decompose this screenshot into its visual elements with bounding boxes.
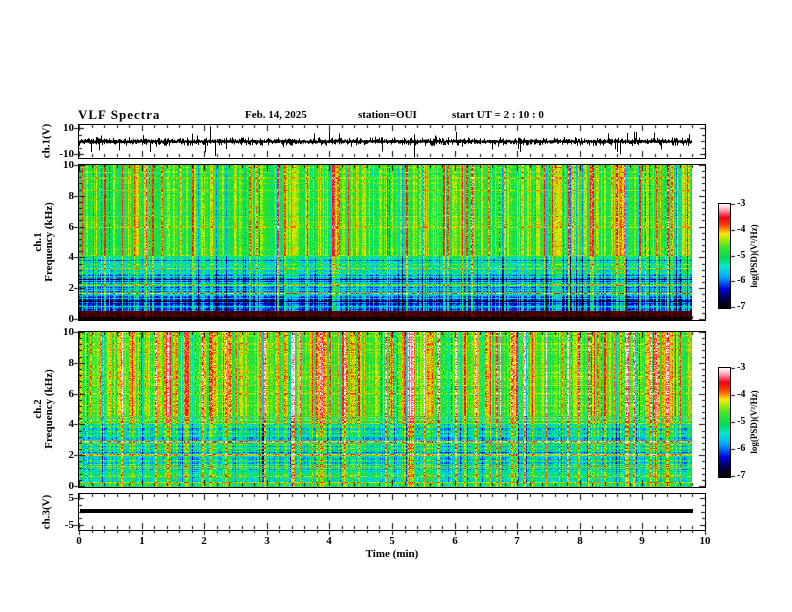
ch1-freq-tick-label: 8 <box>68 190 75 202</box>
ch1-freq-tick-label: 6 <box>68 221 75 233</box>
ch3-volt-tick-label: -5 <box>64 519 74 531</box>
ch1-freq-tick-label: 2 <box>68 282 75 294</box>
x-tick-label: 5 <box>389 535 395 547</box>
ch2-colorbar-tick-label: -7 <box>737 470 746 481</box>
ch1-spectrogram-canvas <box>79 165 692 320</box>
x-tick-label: 9 <box>639 535 645 547</box>
ch1-colorbar-tick-label: -3 <box>737 198 746 209</box>
ch1-volt-tick-label: -10 <box>59 148 74 160</box>
ch2-frequency-axis-label-line2: Frequency (kHz) <box>43 369 55 449</box>
figure-title: VLF Spectra <box>78 107 161 122</box>
ch1-frequency-axis-label-line2: Frequency (kHz) <box>43 202 55 282</box>
ch2-spectrogram-canvas <box>79 332 692 487</box>
ch1-waveform-canvas <box>79 125 692 158</box>
x-tick-label: 7 <box>514 535 520 547</box>
ch3-zero-line <box>80 509 693 513</box>
ch1-frequency-axis-label: ch.1 Frequency (kHz) <box>32 162 55 322</box>
figure-start-ut: start UT = 2 : 10 : 0 <box>452 109 544 121</box>
x-tick-label: 0 <box>76 535 82 547</box>
time-axis-label: Time (min) <box>365 548 419 560</box>
ch1-volt-tick-label: 10 <box>63 122 74 134</box>
figure-station: station=OUI <box>358 109 417 121</box>
ch1-spectrogram-panel <box>78 164 706 321</box>
figure-date: Feb. 14, 2025 <box>245 109 307 121</box>
ch1-colorbar-tick-label: -4 <box>737 224 746 235</box>
ch2-spectrogram-panel <box>78 331 706 488</box>
x-tick-label: 10 <box>699 535 711 547</box>
ch1-colorbar-tick-label: -6 <box>737 275 746 286</box>
ch2-freq-tick-label: 0 <box>68 480 75 492</box>
ch2-freq-tick-label: 4 <box>68 418 75 430</box>
x-tick-label: 6 <box>452 535 458 547</box>
ch2-colorbar-tick-label: -5 <box>737 416 746 427</box>
ch2-colorbar-tick-label: -3 <box>737 362 746 373</box>
ch3-volt-tick-label: 5 <box>68 492 75 504</box>
ch1-colorbar-tick-label: -7 <box>737 301 746 312</box>
ch1-freq-tick-label: 10 <box>63 159 74 171</box>
ch2-freq-tick-label: 2 <box>68 449 75 461</box>
x-tick-label: 8 <box>577 535 583 547</box>
ch1-freq-tick-label: 0 <box>68 313 75 325</box>
ch2-freq-tick-label: 10 <box>63 326 74 338</box>
x-tick-label: 4 <box>326 535 332 547</box>
ch1-colorbar-tick-label: -5 <box>737 250 746 261</box>
ch2-freq-tick-label: 8 <box>68 357 75 369</box>
ch2-colorbar <box>718 367 731 478</box>
ch3-waveform-panel <box>78 493 706 531</box>
ch1-freq-tick-label: 4 <box>68 251 75 263</box>
x-tick-label: 2 <box>201 535 207 547</box>
ch2-colorbar-tick-label: -4 <box>737 389 746 400</box>
x-tick-label: 3 <box>264 535 270 547</box>
ch2-freq-tick-label: 6 <box>68 388 75 400</box>
ch1-colorbar <box>718 203 731 309</box>
x-tick-label: 1 <box>139 535 145 547</box>
ch1-waveform-panel <box>78 124 706 159</box>
ch2-frequency-axis-label: ch.2 Frequency (kHz) <box>32 329 55 489</box>
ch2-colorbar-tick-label: -6 <box>737 443 746 454</box>
